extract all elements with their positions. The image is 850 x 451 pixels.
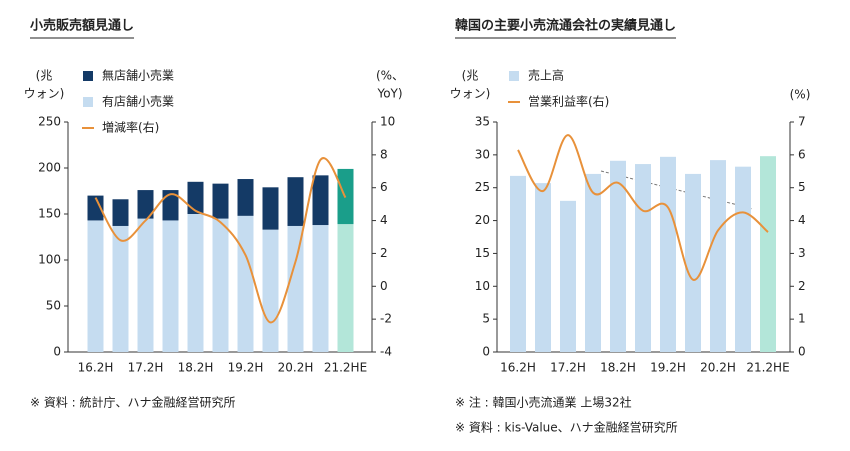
footnote: ※ 注 : 韓国小売流通業 上場32社	[455, 395, 632, 410]
bar	[237, 215, 254, 352]
legend-label: 売上高	[528, 68, 564, 83]
y-axis-label: (兆	[462, 69, 479, 83]
bar	[212, 218, 229, 352]
x-tick-label: 17.2H	[128, 361, 164, 375]
bar	[262, 229, 279, 352]
y2-tick-label: -2	[380, 312, 392, 326]
y-tick-label: 150	[38, 207, 61, 221]
y2-axis-label: (%)	[790, 88, 811, 102]
y-tick-label: 30	[475, 147, 490, 161]
y-tick-label: 200	[38, 161, 61, 175]
y-axis-label: ウォン)	[24, 87, 65, 101]
legend-label: 有店舗小売業	[102, 94, 174, 109]
bar	[212, 183, 229, 219]
x-tick-label: 16.2H	[500, 361, 536, 375]
y2-tick-label: 10	[380, 115, 395, 129]
bar	[312, 225, 329, 352]
bar	[187, 181, 204, 214]
y2-tick-label: 2	[380, 246, 388, 260]
legend-label: 営業利益率(右)	[528, 94, 609, 109]
y-tick-label: 35	[475, 115, 490, 129]
bar	[162, 220, 179, 352]
bar	[710, 160, 726, 352]
bar	[337, 224, 354, 352]
bar	[287, 177, 304, 226]
bar	[187, 214, 204, 352]
y-axis-label: ウォン)	[450, 87, 491, 101]
bar	[137, 218, 154, 352]
y-tick-label: 10	[475, 279, 490, 293]
x-tick-label: 19.2H	[228, 361, 264, 375]
bar	[137, 190, 154, 219]
legend-label: 増減率(右)	[102, 120, 159, 135]
y2-tick-label: 0	[380, 279, 388, 293]
y2-tick-label: 4	[380, 213, 388, 227]
footnote: ※ 資料 : 統計庁、ハナ金融経営研究所	[30, 395, 236, 410]
chart-title: 小売販売額見通し	[30, 18, 134, 34]
footnote: ※ 資料 : kis-Value、ハナ金融経営研究所	[455, 420, 678, 435]
y2-tick-label: 6	[798, 147, 806, 161]
y2-tick-label: 7	[798, 115, 806, 129]
bar	[735, 166, 751, 352]
bar	[262, 187, 279, 230]
x-tick-label: 21.2HE	[746, 361, 789, 375]
x-tick-label: 21.2HE	[324, 361, 367, 375]
x-tick-label: 18.2H	[600, 361, 636, 375]
bar	[660, 156, 676, 352]
y2-axis-label: YoY)	[376, 87, 402, 101]
y2-tick-label: 3	[798, 246, 806, 260]
y2-tick-label: -4	[380, 345, 392, 359]
bar	[162, 190, 179, 221]
y2-tick-label: 4	[798, 213, 806, 227]
x-tick-label: 17.2H	[550, 361, 586, 375]
bar	[560, 200, 576, 352]
bar	[585, 173, 601, 352]
bar	[287, 225, 304, 352]
bar	[112, 225, 129, 352]
y-tick-label: 250	[38, 115, 61, 129]
x-tick-label: 20.2H	[700, 361, 736, 375]
y2-axis-label: (%、	[376, 69, 404, 83]
bar	[87, 195, 104, 221]
bar	[635, 164, 651, 352]
y-tick-label: 50	[46, 299, 61, 313]
y-axis-label: (兆	[36, 69, 53, 83]
x-tick-label: 20.2H	[278, 361, 314, 375]
y-tick-label: 5	[482, 312, 490, 326]
y2-tick-label: 5	[798, 180, 806, 194]
x-tick-label: 16.2H	[78, 361, 114, 375]
y-tick-label: 0	[482, 345, 490, 359]
line	[517, 134, 769, 281]
bar	[685, 173, 701, 352]
y-tick-label: 25	[475, 180, 490, 194]
line	[94, 157, 347, 324]
y2-tick-label: 0	[798, 345, 806, 359]
bar	[760, 156, 776, 352]
bar	[610, 160, 626, 352]
bar	[312, 175, 329, 226]
bar	[535, 183, 551, 352]
y-tick-label: 20	[475, 213, 490, 227]
y-tick-label: 15	[475, 246, 490, 260]
y2-tick-label: 2	[798, 279, 806, 293]
bar	[237, 179, 254, 216]
legend-swatch	[509, 71, 519, 81]
y2-tick-label: 6	[380, 180, 388, 194]
x-tick-label: 19.2H	[650, 361, 686, 375]
bar	[112, 199, 129, 226]
y-tick-label: 0	[53, 345, 61, 359]
legend-swatch	[83, 97, 93, 107]
y-tick-label: 100	[38, 253, 61, 267]
legend-label: 無店舗小売業	[102, 68, 174, 83]
y2-tick-label: 8	[380, 147, 388, 161]
y2-tick-label: 1	[798, 312, 806, 326]
x-tick-label: 18.2H	[178, 361, 214, 375]
bar	[87, 220, 104, 352]
legend-swatch	[83, 71, 93, 81]
bar	[510, 175, 526, 352]
chart-title: 韓国の主要小売流通会社の実績見通し	[455, 18, 676, 34]
